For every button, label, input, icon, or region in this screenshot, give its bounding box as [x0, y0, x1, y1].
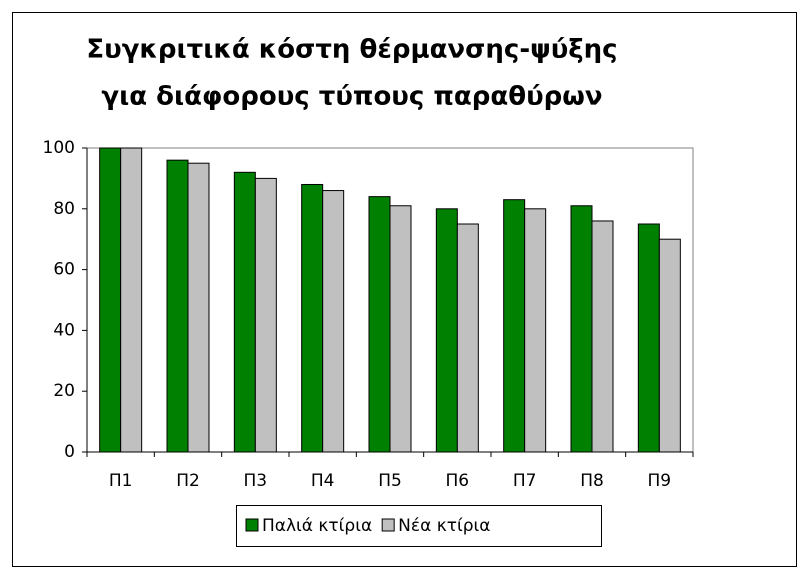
chart-title: για διάφορους τύπους παραθύρων	[101, 82, 602, 112]
x-tick-label: Π7	[513, 471, 537, 491]
x-tick-label: Π6	[446, 471, 470, 491]
y-tick-label: 20	[53, 381, 75, 401]
bar	[120, 147, 143, 453]
legend-label: Παλιά κτίρια	[262, 516, 372, 536]
x-tick-label: Π4	[311, 471, 335, 491]
bar	[99, 147, 122, 453]
x-tick-label: Π8	[580, 471, 604, 491]
bar	[166, 159, 189, 453]
legend-swatch	[245, 518, 259, 532]
bar	[658, 238, 681, 453]
bar	[368, 196, 391, 453]
bar	[637, 223, 660, 453]
bar	[591, 220, 614, 453]
y-tick-label: 80	[53, 199, 75, 219]
x-tick-label: Π1	[109, 471, 133, 491]
y-tick-label: 100	[43, 138, 75, 158]
bar	[389, 205, 412, 453]
bar	[322, 190, 345, 453]
bar	[435, 208, 458, 453]
y-tick-label: 60	[53, 260, 75, 280]
y-tick-label: 40	[53, 320, 75, 340]
bar	[503, 199, 526, 453]
bar	[301, 183, 324, 453]
legend-label: Νέα κτίρια	[398, 516, 490, 536]
bar	[524, 208, 547, 453]
chart-title: Συγκριτικά κόστη θέρμανσης-ψύξης	[86, 35, 617, 65]
bar	[233, 171, 256, 453]
bar	[254, 177, 277, 453]
bar	[456, 223, 479, 453]
bar	[570, 205, 593, 453]
legend-box	[236, 505, 602, 547]
x-tick-label: Π3	[244, 471, 268, 491]
x-tick-label: Π2	[176, 471, 200, 491]
x-tick-label: Π5	[378, 471, 402, 491]
y-tick-label: 0	[64, 442, 75, 462]
legend-swatch	[381, 518, 395, 532]
x-tick-label: Π9	[648, 471, 672, 491]
bar	[187, 162, 210, 453]
